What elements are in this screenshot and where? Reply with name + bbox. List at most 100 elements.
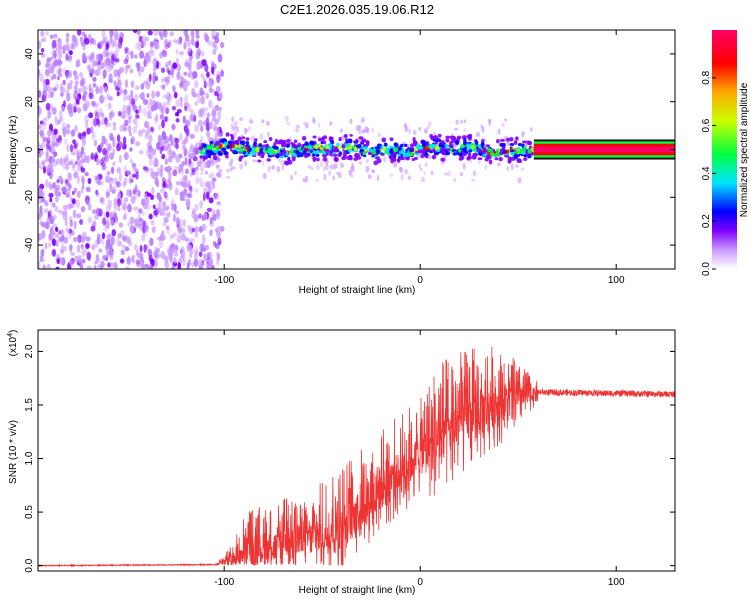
noise-cell xyxy=(39,220,45,226)
noise-cell xyxy=(66,144,70,153)
noise-cell xyxy=(235,126,240,133)
snr-x-label: Height of straight line (km) xyxy=(299,585,416,596)
noise-cell xyxy=(210,66,215,75)
noise-cell xyxy=(55,158,61,165)
noise-cell xyxy=(204,63,209,73)
noise-cell xyxy=(40,53,46,58)
noise-cell xyxy=(130,135,136,145)
noise-cell xyxy=(116,168,121,173)
noise-cell xyxy=(194,124,200,133)
noise-cell xyxy=(64,178,69,187)
noise-cell xyxy=(207,40,212,46)
signal-cell xyxy=(325,148,330,153)
noise-cell xyxy=(205,182,210,189)
signal-cell xyxy=(343,133,348,139)
noise-cell xyxy=(149,98,153,106)
signal-cell xyxy=(225,154,229,159)
signal-cell xyxy=(521,140,528,144)
noise-cell xyxy=(57,50,63,60)
noise-cell xyxy=(400,174,404,181)
noise-cell xyxy=(60,229,65,236)
noise-cell xyxy=(90,126,94,134)
noise-cell xyxy=(160,67,166,73)
noise-cell xyxy=(213,193,218,200)
noise-cell xyxy=(168,39,172,45)
noise-cell xyxy=(106,122,112,128)
signal-cell xyxy=(290,141,294,145)
noise-cell xyxy=(407,175,412,180)
noise-cell xyxy=(106,65,111,73)
snr-y-tick-label: 1.0 xyxy=(24,451,35,465)
noise-cell xyxy=(58,117,62,124)
noise-cell xyxy=(39,205,43,214)
signal-cell xyxy=(389,137,394,142)
noise-cell xyxy=(63,209,68,218)
noise-cell xyxy=(38,90,41,98)
noise-cell xyxy=(111,185,116,193)
noise-cell xyxy=(130,80,135,88)
noise-cell xyxy=(99,40,104,46)
noise-cell xyxy=(216,201,221,206)
noise-cell xyxy=(102,254,107,261)
colorbar-tick-label: 0.6 xyxy=(701,118,712,132)
noise-cell xyxy=(70,158,74,164)
noise-cell xyxy=(96,118,100,126)
noise-cell xyxy=(176,63,182,72)
noise-cell xyxy=(83,151,87,158)
signal-cell xyxy=(215,142,220,146)
noise-cell xyxy=(49,155,55,164)
noise-cell xyxy=(185,119,191,127)
noise-cell xyxy=(129,94,133,100)
noise-cell xyxy=(277,156,281,163)
noise-cell xyxy=(59,257,64,265)
noise-cell xyxy=(81,183,85,190)
noise-cell xyxy=(42,263,46,269)
noise-cell xyxy=(84,37,90,45)
signal-cell xyxy=(522,157,528,162)
noise-cell xyxy=(366,127,370,134)
noise-cell xyxy=(54,206,58,211)
noise-cell xyxy=(123,152,129,161)
noise-cell xyxy=(104,59,110,69)
noise-cell xyxy=(305,122,309,129)
noise-cell xyxy=(73,150,77,156)
noise-cell xyxy=(188,158,192,165)
noise-cell xyxy=(123,165,128,175)
noise-cell xyxy=(109,184,113,193)
noise-cell xyxy=(165,225,170,230)
noise-cell xyxy=(95,175,101,184)
noise-cell xyxy=(217,116,221,121)
snr-y-tick-label: 1.5 xyxy=(24,398,35,412)
noise-cell xyxy=(96,236,101,245)
noise-cell xyxy=(76,190,81,199)
noise-cell xyxy=(132,187,138,193)
noise-cell xyxy=(71,190,75,195)
noise-cell xyxy=(45,179,49,188)
noise-cell xyxy=(110,216,116,226)
noise-cell xyxy=(144,224,150,233)
noise-cell xyxy=(151,48,155,57)
noise-cell xyxy=(251,135,255,143)
noise-cell xyxy=(157,102,163,110)
noise-cell xyxy=(427,121,432,127)
noise-cell xyxy=(155,90,161,98)
noise-cell xyxy=(328,170,332,176)
noise-cell xyxy=(80,175,85,184)
noise-cell xyxy=(77,149,81,157)
noise-cell xyxy=(107,102,112,110)
noise-cell xyxy=(123,126,128,132)
noise-cell xyxy=(418,126,421,131)
noise-cell xyxy=(62,204,68,211)
noise-cell xyxy=(173,91,178,99)
signal-cell xyxy=(448,143,454,148)
noise-cell xyxy=(216,192,220,200)
noise-cell xyxy=(46,263,51,269)
noise-cell xyxy=(43,37,47,43)
signal-cell xyxy=(251,152,256,157)
signal-cell xyxy=(291,156,296,162)
noise-cell xyxy=(50,91,54,99)
signal-cell xyxy=(347,148,352,153)
noise-cell xyxy=(169,134,173,143)
noise-cell xyxy=(181,78,185,86)
signal-cell xyxy=(338,145,342,149)
